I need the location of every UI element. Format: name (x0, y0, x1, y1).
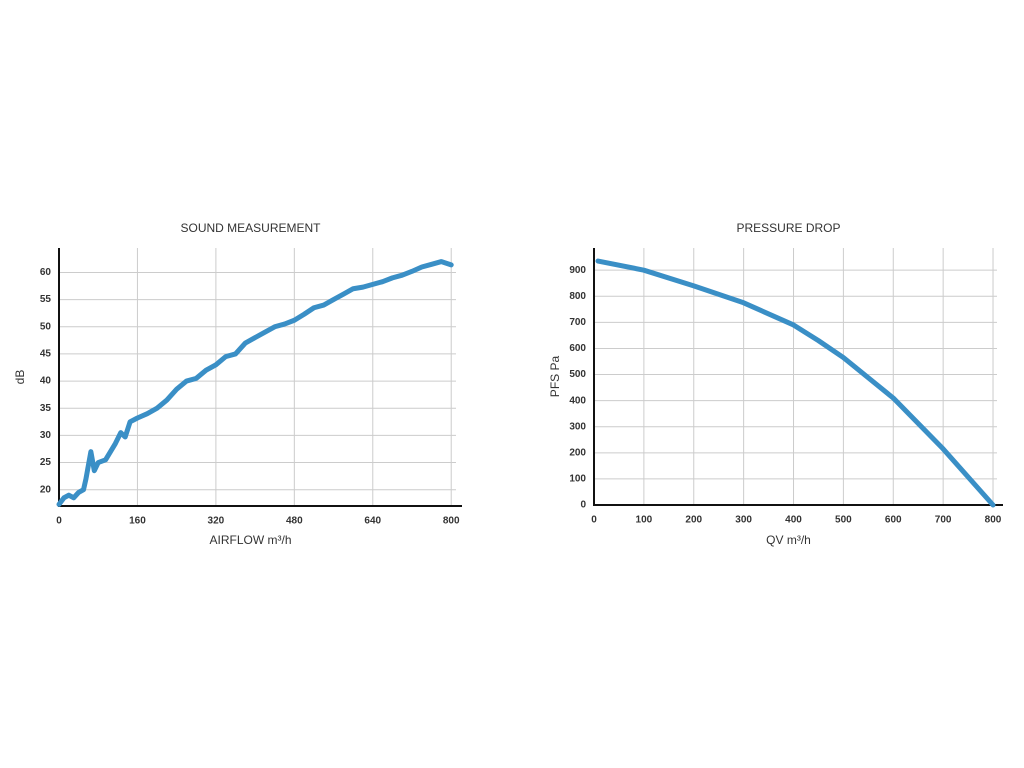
data-line (56, 259, 454, 507)
x-tick-label: 500 (835, 515, 852, 526)
y-tick-label: 600 (569, 343, 586, 354)
y-tick-label: 800 (569, 291, 586, 302)
x-tick-label: 400 (785, 515, 802, 526)
y-tick-label: 0 (580, 500, 586, 511)
x-axis-label: QV m³/h (766, 533, 811, 547)
y-tick-label: 500 (569, 369, 586, 380)
y-tick-label: 55 (40, 294, 52, 305)
chart-title: PRESSURE DROP (736, 221, 840, 235)
y-tick-label: 30 (40, 430, 52, 441)
x-axis-label: AIRFLOW m³/h (209, 533, 291, 547)
y-tick-label: 200 (569, 447, 586, 458)
y-tick-label: 40 (40, 376, 52, 387)
y-tick-label: 20 (40, 484, 52, 495)
x-tick-label: 160 (129, 516, 146, 527)
data-line (595, 258, 996, 508)
y-tick-label: 300 (569, 421, 586, 432)
x-tick-label: 0 (56, 516, 62, 527)
y-tick-label: 100 (569, 474, 586, 485)
x-tick-label: 480 (286, 516, 303, 527)
x-tick-label: 100 (636, 515, 653, 526)
y-tick-label: 60 (40, 267, 52, 278)
x-tick-label: 800 (443, 516, 460, 527)
y-axis-label: dB (13, 370, 27, 385)
x-tick-label: 0 (591, 515, 597, 526)
x-tick-label: 600 (885, 515, 902, 526)
y-tick-label: 35 (40, 403, 52, 414)
x-tick-label: 640 (364, 516, 381, 527)
x-tick-label: 300 (735, 515, 752, 526)
x-tick-label: 320 (208, 516, 225, 527)
y-tick-label: 700 (569, 317, 586, 328)
y-tick-label: 400 (569, 395, 586, 406)
chart-title: SOUND MEASUREMENT (180, 221, 321, 235)
y-tick-label: 50 (40, 321, 52, 332)
y-axis-label: PFS Pa (548, 356, 562, 398)
x-tick-label: 700 (935, 515, 952, 526)
y-tick-label: 900 (569, 265, 586, 276)
y-tick-label: 25 (40, 457, 52, 468)
x-tick-label: 200 (685, 515, 702, 526)
y-tick-label: 45 (40, 349, 52, 360)
x-tick-label: 800 (985, 515, 1002, 526)
